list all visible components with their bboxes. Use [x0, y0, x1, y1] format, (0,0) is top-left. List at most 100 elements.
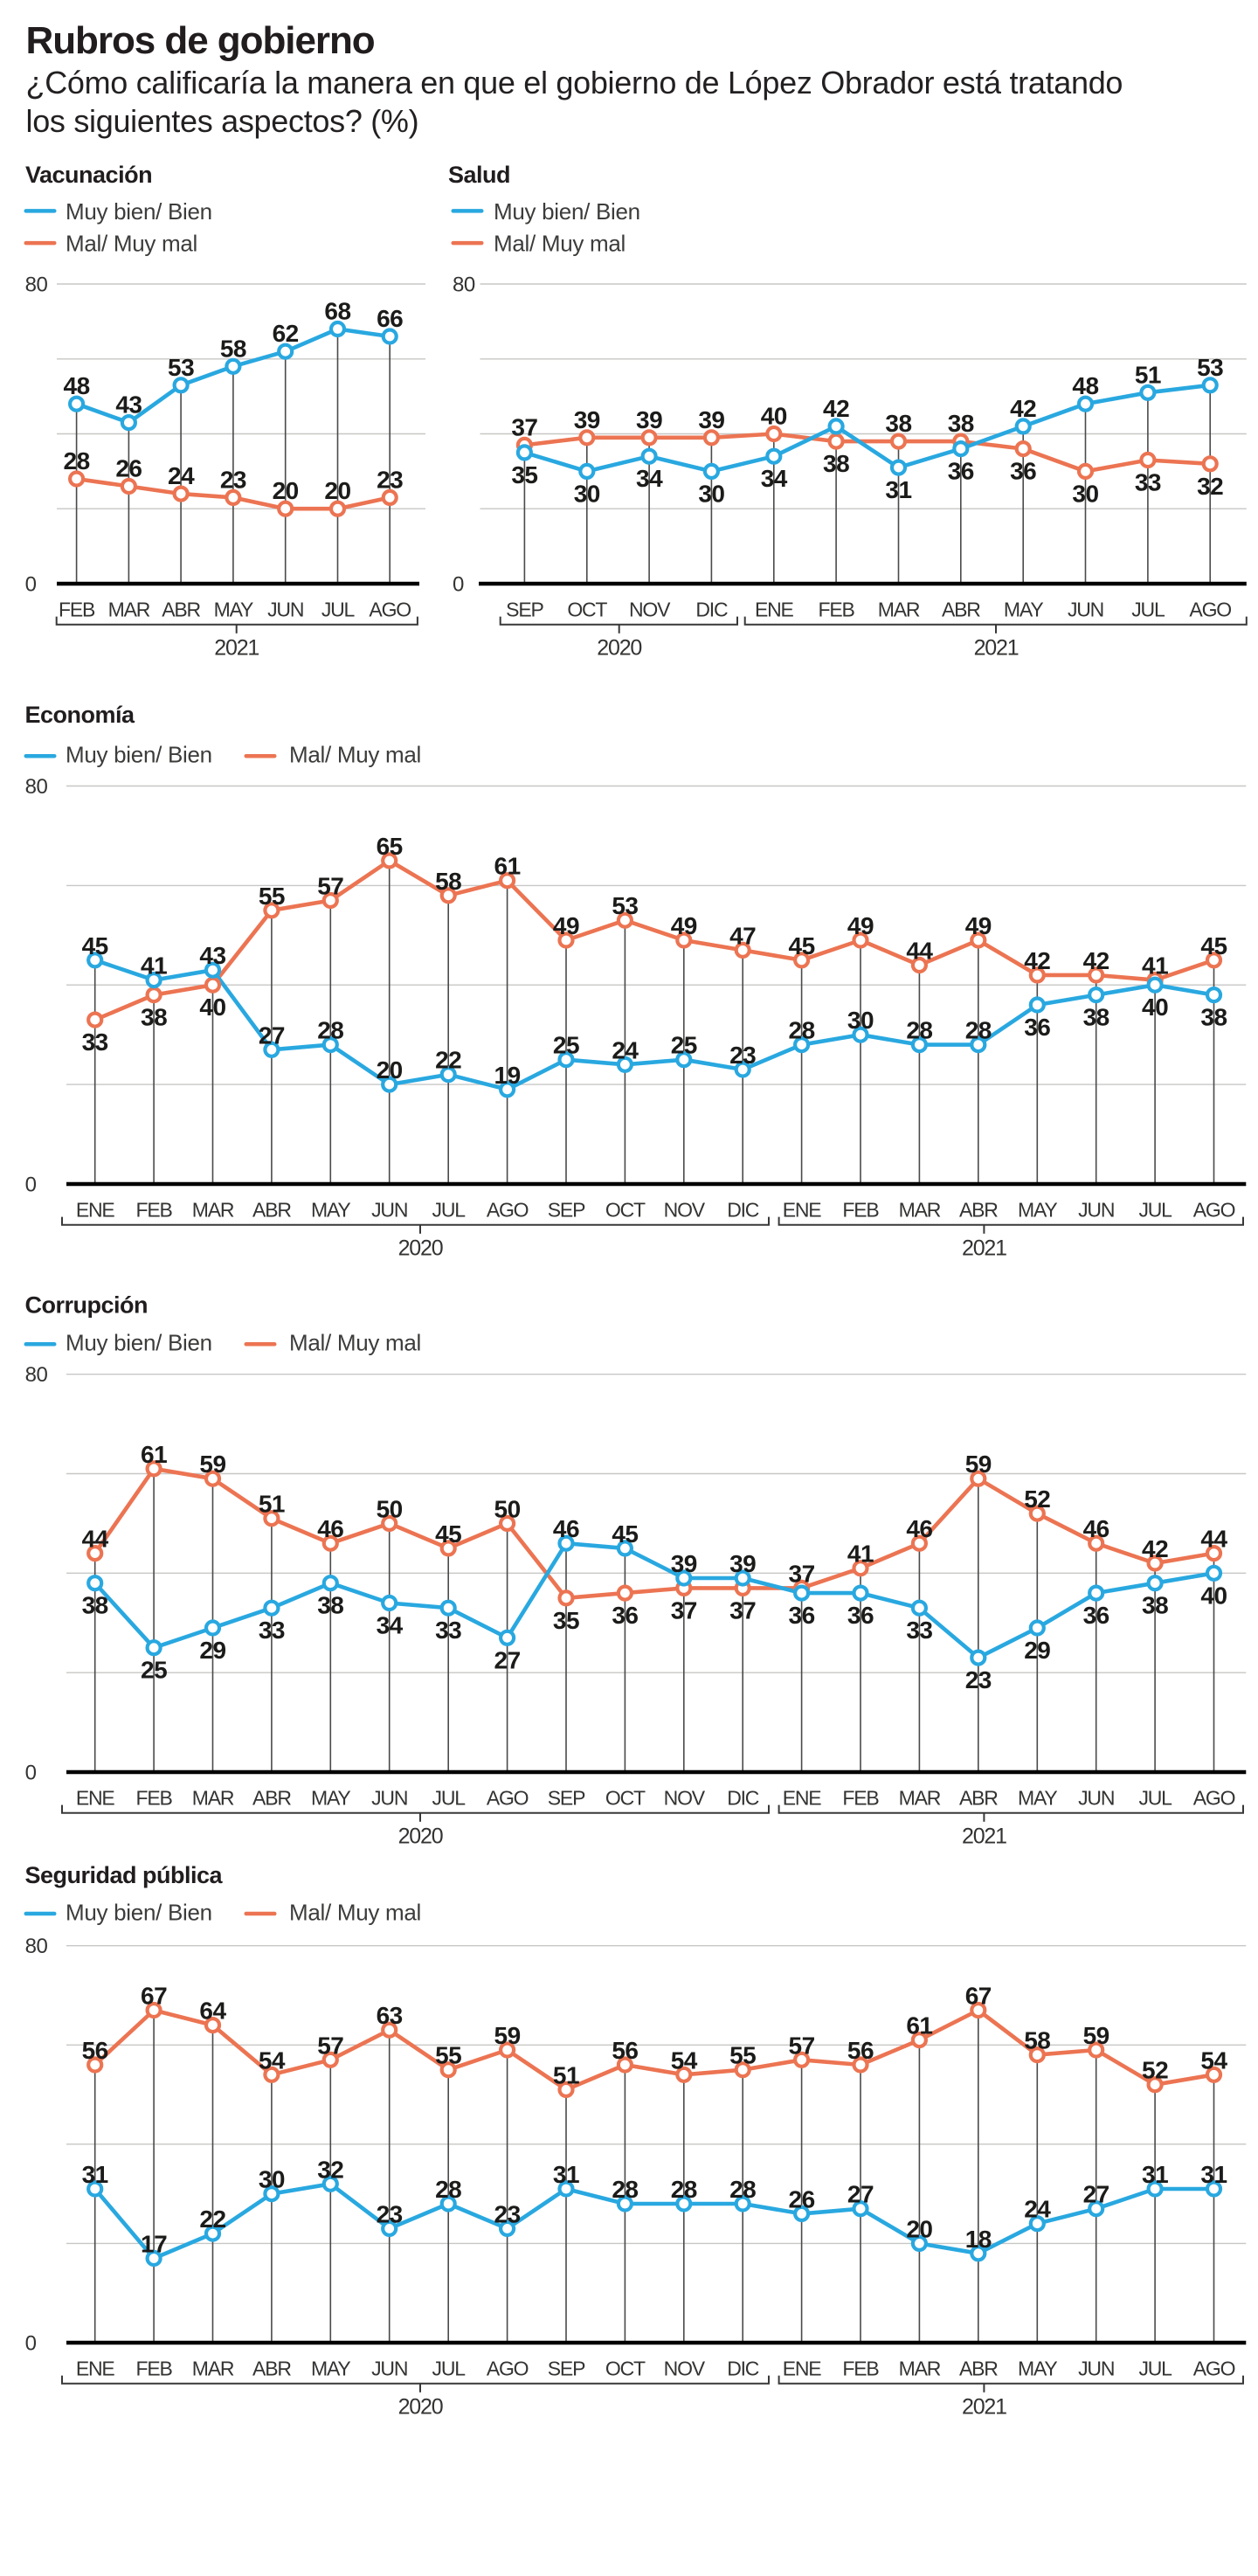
svg-text:Seguridad pública: Seguridad pública — [25, 1862, 224, 1888]
svg-text:23: 23 — [965, 1666, 992, 1693]
svg-text:Mal/ Muy mal: Mal/ Muy mal — [494, 231, 626, 257]
svg-text:42: 42 — [823, 395, 849, 422]
svg-text:37: 37 — [671, 1596, 697, 1624]
svg-text:MAR: MAR — [899, 1199, 941, 1222]
svg-text:35: 35 — [511, 461, 537, 488]
svg-text:39: 39 — [574, 406, 600, 433]
svg-text:0: 0 — [25, 1173, 37, 1196]
svg-text:OCT: OCT — [567, 599, 607, 621]
svg-text:56: 56 — [612, 2037, 638, 2064]
svg-text:ENE: ENE — [783, 1199, 822, 1222]
svg-text:68: 68 — [324, 298, 350, 325]
svg-text:54: 54 — [671, 2046, 698, 2074]
svg-text:Muy bien/ Bien: Muy bien/ Bien — [66, 742, 212, 768]
svg-text:Corrupción: Corrupción — [25, 1292, 149, 1319]
svg-text:JUL: JUL — [1138, 2358, 1172, 2380]
svg-text:OCT: OCT — [605, 2358, 646, 2380]
svg-text:28: 28 — [435, 2176, 461, 2203]
svg-text:38: 38 — [1083, 1004, 1109, 1031]
svg-text:NOV: NOV — [629, 599, 671, 621]
svg-text:NOV: NOV — [664, 2358, 706, 2380]
svg-text:Muy bien/ Bien: Muy bien/ Bien — [66, 198, 212, 225]
svg-text:2021: 2021 — [962, 2395, 1006, 2420]
svg-text:JUN: JUN — [371, 1199, 407, 1222]
svg-text:Mal/ Muy mal: Mal/ Muy mal — [289, 1330, 421, 1356]
svg-text:JUN: JUN — [267, 599, 303, 621]
svg-text:2020: 2020 — [398, 1825, 443, 1849]
svg-text:33: 33 — [435, 1617, 461, 1644]
svg-text:MAR: MAR — [192, 2358, 234, 2380]
svg-text:67: 67 — [141, 1983, 167, 2010]
svg-text:SEP: SEP — [548, 1787, 585, 1810]
svg-text:MAY: MAY — [1004, 599, 1043, 621]
svg-text:28: 28 — [317, 1017, 343, 1044]
svg-text:FEB: FEB — [819, 599, 855, 621]
svg-text:33: 33 — [906, 1617, 932, 1644]
svg-text:56: 56 — [82, 2037, 108, 2064]
svg-text:JUL: JUL — [1138, 1199, 1172, 1222]
svg-text:25: 25 — [553, 1032, 579, 1059]
svg-text:2021: 2021 — [974, 636, 1019, 661]
svg-text:JUN: JUN — [371, 2358, 407, 2380]
svg-text:40: 40 — [1200, 1582, 1227, 1609]
svg-text:SEP: SEP — [548, 1199, 585, 1222]
svg-text:MAR: MAR — [878, 599, 920, 621]
svg-text:53: 53 — [1197, 354, 1223, 381]
svg-text:27: 27 — [494, 1646, 521, 1673]
svg-text:66: 66 — [377, 305, 403, 332]
svg-text:45: 45 — [82, 932, 108, 959]
svg-text:MAY: MAY — [1018, 1787, 1057, 1810]
svg-text:AGO: AGO — [487, 1199, 529, 1222]
svg-text:61: 61 — [141, 1441, 167, 1468]
svg-text:2021: 2021 — [962, 1236, 1006, 1261]
svg-text:ENE: ENE — [76, 1787, 115, 1810]
svg-text:ENE: ENE — [783, 2358, 822, 2380]
svg-text:34: 34 — [636, 465, 663, 492]
svg-text:Salud: Salud — [448, 162, 510, 188]
svg-text:39: 39 — [671, 1550, 697, 1577]
svg-text:80: 80 — [25, 775, 48, 799]
svg-text:MAR: MAR — [899, 2358, 941, 2380]
svg-text:38: 38 — [1200, 1004, 1227, 1031]
svg-text:38: 38 — [141, 1004, 167, 1031]
svg-text:45: 45 — [1200, 932, 1227, 959]
svg-text:38: 38 — [317, 1592, 343, 1619]
svg-text:JUN: JUN — [1068, 599, 1103, 621]
svg-text:28: 28 — [64, 447, 90, 474]
svg-text:44: 44 — [1200, 1526, 1227, 1553]
svg-text:80: 80 — [25, 1935, 48, 1958]
svg-text:FEB: FEB — [136, 1199, 173, 1222]
svg-text:ABR: ABR — [252, 1787, 291, 1810]
svg-text:32: 32 — [1197, 473, 1223, 500]
svg-text:28: 28 — [906, 1017, 932, 1044]
svg-text:24: 24 — [612, 1036, 639, 1063]
svg-text:26: 26 — [115, 455, 142, 482]
svg-text:62: 62 — [273, 320, 299, 347]
svg-text:35: 35 — [553, 1607, 579, 1634]
svg-text:22: 22 — [199, 2206, 225, 2233]
svg-text:MAR: MAR — [899, 1787, 941, 1810]
svg-text:80: 80 — [453, 273, 475, 296]
svg-text:2021: 2021 — [962, 1825, 1006, 1849]
svg-text:55: 55 — [729, 2042, 756, 2069]
svg-text:MAY: MAY — [311, 1787, 350, 1810]
svg-text:NOV: NOV — [664, 1787, 706, 1810]
svg-text:38: 38 — [1142, 1592, 1168, 1619]
svg-text:DIC: DIC — [727, 1199, 759, 1222]
svg-text:59: 59 — [494, 2022, 521, 2049]
svg-text:41: 41 — [1142, 952, 1168, 980]
svg-text:54: 54 — [1200, 2046, 1227, 2074]
svg-text:Mal/ Muy mal: Mal/ Muy mal — [66, 231, 197, 257]
svg-text:49: 49 — [553, 912, 579, 939]
svg-text:54: 54 — [259, 2046, 286, 2074]
svg-text:20: 20 — [273, 477, 299, 504]
svg-text:Mal/ Muy mal: Mal/ Muy mal — [289, 1899, 421, 1925]
svg-text:JUN: JUN — [371, 1787, 407, 1810]
svg-text:59: 59 — [1083, 2022, 1109, 2049]
svg-text:33: 33 — [1135, 469, 1161, 496]
svg-text:22: 22 — [435, 1047, 461, 1074]
svg-text:57: 57 — [317, 2032, 343, 2059]
svg-text:29: 29 — [199, 1637, 225, 1664]
svg-text:MAR: MAR — [192, 1199, 234, 1222]
svg-text:2020: 2020 — [398, 1236, 443, 1261]
